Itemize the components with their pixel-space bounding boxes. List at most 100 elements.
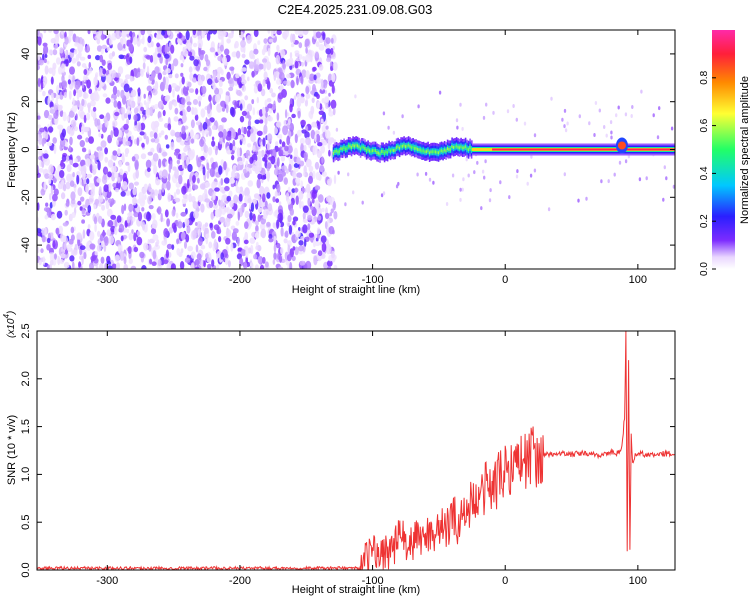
heatmap-cell [296, 93, 302, 99]
heatmap-cell [102, 93, 108, 98]
heatmap-cell [112, 150, 118, 156]
heatmap-cell [456, 125, 459, 130]
heatmap-cell [247, 143, 252, 148]
heatmap-cell [72, 172, 75, 178]
heatmap-cell [158, 147, 162, 154]
heatmap-cell [44, 54, 48, 58]
heatmap-cell [68, 74, 71, 81]
heatmap-cell [67, 79, 71, 85]
heatmap-cell [410, 146, 413, 150]
heatmap-cell [57, 182, 63, 190]
heatmap-cell [37, 231, 43, 237]
heatmap-cell [244, 195, 249, 205]
heatmap-cell [252, 145, 256, 152]
heatmap-cell [44, 65, 49, 75]
heatmap-cell [194, 114, 199, 121]
heatmap-cell [226, 71, 231, 80]
heatmap-cell [197, 79, 203, 86]
heatmap-cell [77, 134, 83, 140]
heatmap-cell [203, 142, 207, 153]
heatmap-cell [107, 159, 114, 168]
heatmap-cell [180, 152, 187, 161]
heatmap-cell [47, 114, 53, 120]
heatmap-cell [166, 218, 171, 227]
heatmap-cell [162, 109, 166, 117]
heatmap-cell [617, 105, 620, 110]
heatmap-cell [353, 144, 356, 148]
heatmap-cell [280, 155, 286, 162]
heatmap-cell [607, 179, 610, 184]
heatmap-cell [205, 233, 210, 239]
heatmap-cell [316, 93, 320, 99]
colorbar-tick-label: 0.8 [699, 70, 710, 84]
heatmap-cell [547, 207, 551, 212]
heatmap-cell [302, 212, 306, 220]
heatmap-cell [184, 46, 187, 51]
heatmap-cell [255, 220, 259, 226]
heatmap-cell [135, 169, 139, 179]
heatmap-cell [159, 55, 163, 64]
heatmap-cell [284, 109, 288, 119]
heatmap-cell [157, 100, 164, 110]
heatmap-cell [332, 46, 335, 50]
heatmap-cell [175, 212, 179, 219]
heatmap-cell [457, 145, 459, 149]
heatmap-cell [424, 150, 426, 154]
heatmap-cell [276, 147, 280, 152]
heatmap-cell [439, 149, 441, 153]
heatmap-cell [124, 113, 128, 119]
heatmap-cell [131, 229, 134, 235]
heatmap-cell [515, 174, 519, 179]
heatmap-cell [131, 156, 136, 162]
heatmap-cell [294, 53, 300, 57]
heatmap-cell [272, 259, 276, 265]
snr-y-tick-label: 1.0 [20, 467, 32, 482]
heatmap-cell [100, 140, 107, 148]
heatmap-cell [308, 165, 314, 173]
heatmap-cell [330, 65, 333, 72]
page-title: C2E4.2025.231.09.08.G03 [278, 2, 433, 17]
heatmap-cell [117, 148, 121, 157]
heatmap-cell [187, 81, 192, 88]
heatmap-cell [333, 210, 338, 220]
heatmap-cell [302, 218, 309, 223]
snr-x-label: Height of straight line (km) [292, 584, 420, 596]
heatmap-cell [178, 174, 183, 185]
heatmap-cell [176, 159, 181, 165]
heatmap-cell [533, 168, 537, 173]
heatmap-cell [265, 210, 269, 215]
heatmap-cell [90, 100, 96, 107]
heatmap-cell [263, 124, 268, 135]
spectrogram-y-tick-label: 20 [20, 96, 32, 108]
heatmap-cell [189, 174, 192, 182]
heatmap-cells [37, 30, 675, 269]
heatmap-cell [257, 207, 263, 213]
heatmap-cell [305, 93, 311, 99]
heatmap-cell [278, 254, 283, 263]
heatmap-cell [448, 147, 450, 151]
heatmap-cell [283, 32, 288, 40]
heatmap-cell [333, 264, 338, 269]
heatmap-cell [397, 181, 400, 186]
heatmap-cell [492, 148, 675, 151]
heatmap-cell [436, 150, 438, 154]
heatmap-cell [118, 160, 123, 168]
heatmap-cell [499, 180, 502, 185]
heatmap-cell [116, 89, 121, 98]
heatmap-cell [288, 225, 293, 235]
heatmap-cell [305, 86, 310, 95]
heatmap-cell [418, 148, 420, 152]
heatmap-cell [400, 144, 402, 148]
heatmap-cell [162, 76, 166, 87]
heatmap-cell [81, 147, 87, 153]
heatmap-cell [234, 172, 240, 179]
heatmap-cell [61, 154, 67, 162]
heatmap-cell [273, 252, 277, 260]
heatmap-cell [116, 215, 122, 224]
heatmap-cell [577, 198, 580, 203]
heatmap-cell [43, 181, 47, 191]
heatmap-cell [239, 186, 244, 193]
heatmap-cell [50, 38, 56, 44]
heatmap-cell [165, 95, 171, 100]
